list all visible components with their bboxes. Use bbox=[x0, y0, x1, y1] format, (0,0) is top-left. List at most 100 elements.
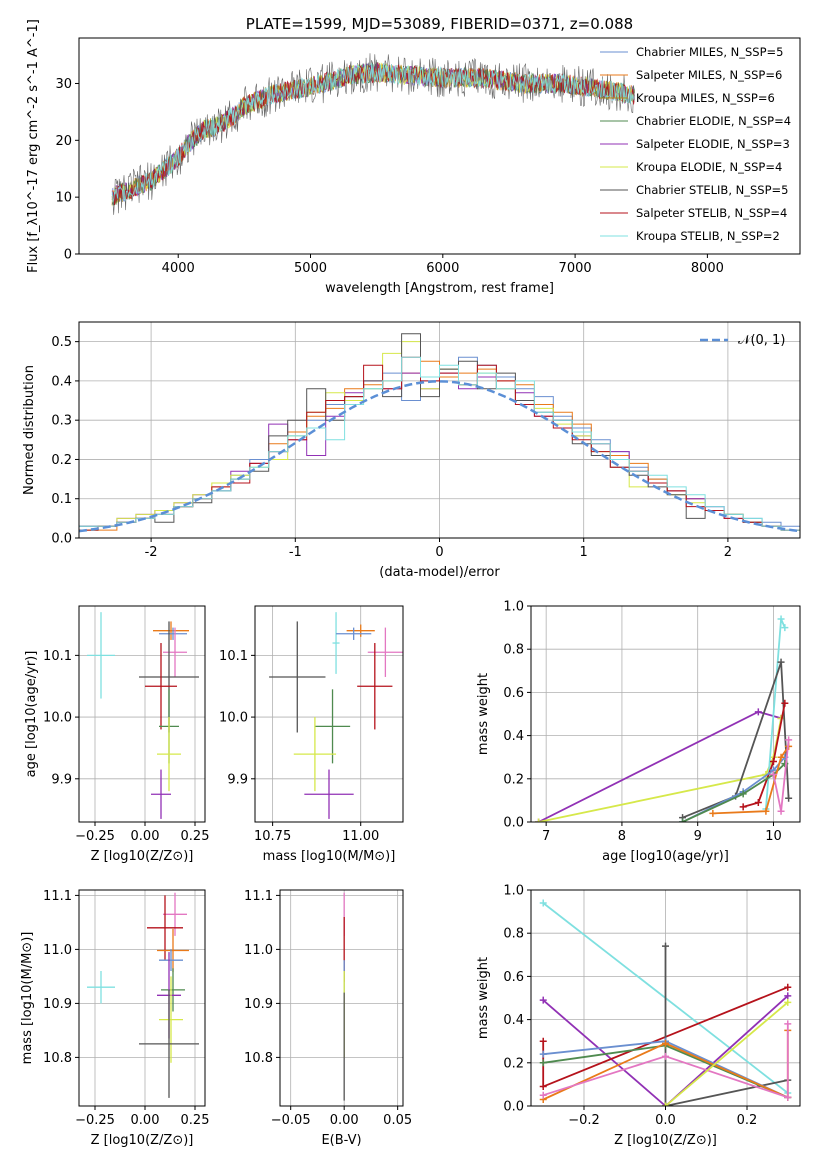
x-tick-label: 0.00 bbox=[131, 1113, 160, 1128]
y-tick-label: 0.4 bbox=[503, 729, 524, 744]
weight-series-line bbox=[542, 995, 789, 1106]
weight-marker bbox=[662, 942, 669, 950]
y-tick-label: 10.1 bbox=[219, 649, 248, 664]
x-tick-label: 2 bbox=[724, 545, 732, 560]
x-tick-label: 8000 bbox=[691, 261, 724, 276]
weight-marker bbox=[539, 996, 547, 1004]
y-tick-label: 11.1 bbox=[244, 889, 273, 904]
weight-marker bbox=[539, 1037, 547, 1045]
x-tick-label: −0.25 bbox=[75, 1113, 115, 1128]
weight-marker bbox=[539, 1050, 547, 1058]
y-tick-label: 0.4 bbox=[51, 374, 72, 389]
legend-label: Kroupa STELIB, N_SSP=2 bbox=[636, 229, 780, 243]
weight-marker bbox=[739, 803, 747, 811]
weight-marker bbox=[777, 658, 785, 666]
x-tick-label: 5000 bbox=[294, 261, 327, 276]
x-tick-label: 0.25 bbox=[181, 829, 210, 844]
y-tick-label: 1.0 bbox=[503, 884, 524, 899]
x-tick-label: 10.75 bbox=[254, 829, 291, 844]
legend-label: Chabrier ELODIE, N_SSP=4 bbox=[636, 114, 791, 128]
y-tick-label: 10.9 bbox=[43, 997, 72, 1012]
y-axis-label: age [log10(age/yr)] bbox=[24, 651, 39, 778]
axes-frame bbox=[78, 889, 206, 1107]
axes-frame bbox=[530, 605, 801, 823]
x-tick-label: 1 bbox=[580, 545, 588, 560]
x-axis-label: (data-model)/error bbox=[379, 565, 500, 580]
y-tick-label: 0.2 bbox=[503, 772, 524, 787]
x-tick-label: 0.00 bbox=[330, 1113, 359, 1128]
y-tick-label: 0.3 bbox=[51, 414, 72, 429]
weight-marker bbox=[662, 1052, 669, 1060]
mass-vs-Z-plot-area bbox=[87, 892, 199, 1098]
legend-label: Chabrier STELIB, N_SSP=5 bbox=[636, 183, 788, 197]
weight-marker bbox=[739, 790, 747, 798]
weight-marker bbox=[784, 992, 792, 1000]
mass-vs-ebv-panel: −0.05 0.00 0.05 10.8 10.9 11.0 11.1 E(B-V) bbox=[244, 889, 412, 1148]
y-tick-label: 9.9 bbox=[227, 772, 248, 787]
y-tick-label: 0.0 bbox=[51, 532, 72, 547]
axes-frame bbox=[279, 889, 404, 1107]
x-axis-label: Z [log10(Z/Z⊙)] bbox=[614, 1133, 717, 1148]
x-tick-label: 0 bbox=[435, 545, 443, 560]
weight-marker bbox=[777, 615, 785, 623]
weight-vs-age-panel: 7 8 9 10 0.0 0.2 0.4 0.6 0.8 1.0 age [log10(age/yr… bbox=[476, 600, 801, 864]
y-tick-label: 0.2 bbox=[503, 1056, 524, 1071]
axes-frame bbox=[78, 37, 801, 255]
weight-marker bbox=[777, 753, 785, 761]
chart-title: PLATE=1599, MJD=53089, FIBERID=0371, z=0… bbox=[246, 15, 633, 33]
weight-marker bbox=[769, 770, 777, 778]
x-tick-label: −0.2 bbox=[568, 1113, 600, 1128]
y-tick-label: 10.0 bbox=[43, 711, 72, 726]
x-tick-label: 0.0 bbox=[655, 1113, 676, 1128]
y-tick-label: 0.2 bbox=[51, 453, 72, 468]
age-vs-Z-panel: −0.25 0.00 0.25 9.9 10.0 10.1 Z [log10(Z/Z⊙)] a… bbox=[24, 605, 210, 864]
weight-vs-age-plot-area bbox=[535, 615, 793, 822]
spectrum-series-line bbox=[111, 62, 635, 203]
weight-marker bbox=[539, 1083, 547, 1091]
x-axis-label: E(B-V) bbox=[321, 1133, 361, 1148]
weight-marker bbox=[679, 818, 687, 822]
y-tick-label: 9.9 bbox=[51, 772, 72, 787]
weight-marker bbox=[762, 807, 770, 815]
legend-label: Salpeter MILES, N_SSP=6 bbox=[636, 68, 782, 82]
weight-marker bbox=[662, 1102, 669, 1106]
x-axis-label: mass [log10(M/M⊙)] bbox=[263, 849, 396, 864]
weight-marker bbox=[784, 1093, 792, 1101]
legend-label: 𝒩(0, 1) bbox=[738, 333, 785, 348]
histogram-series bbox=[79, 333, 800, 538]
weight-series-line bbox=[682, 661, 790, 819]
y-tick-label: 30 bbox=[55, 77, 72, 92]
spectrum-plot-area bbox=[111, 53, 635, 215]
y-tick-label: 0.0 bbox=[503, 1100, 524, 1115]
x-axis-label: Z [log10(Z/Z⊙)] bbox=[91, 1133, 194, 1148]
age-vs-mass-panel: 10.75 11.00 9.9 10.0 10.1 mass [log10(M/M⊙)] bbox=[219, 605, 404, 864]
y-tick-label: 11.0 bbox=[244, 943, 273, 958]
y-tick-label: 10.9 bbox=[244, 997, 273, 1012]
weight-series-line bbox=[712, 745, 790, 815]
y-tick-label: 0.6 bbox=[503, 686, 524, 701]
x-tick-label: 6000 bbox=[426, 261, 459, 276]
weight-marker bbox=[539, 899, 547, 907]
weight-series-line bbox=[682, 763, 786, 822]
y-tick-label: 0.5 bbox=[51, 335, 72, 350]
spectrum-series-line bbox=[111, 53, 635, 215]
x-axis-label: wavelength [Angstrom, rest frame] bbox=[325, 281, 554, 296]
y-tick-label: 20 bbox=[55, 134, 72, 149]
x-tick-label: 4000 bbox=[162, 261, 195, 276]
legend-label: Kroupa MILES, N_SSP=6 bbox=[636, 91, 775, 105]
residuals-plot-area bbox=[79, 333, 800, 538]
age-vs-Z-plot-area bbox=[87, 612, 199, 819]
weight-marker bbox=[777, 807, 785, 815]
x-tick-label: 0.00 bbox=[131, 829, 160, 844]
y-axis-label: mass [log10(M/M⊙)] bbox=[20, 932, 35, 1065]
x-axis-label: age [log10(age/yr)] bbox=[602, 849, 729, 864]
weight-series-line bbox=[664, 946, 788, 1106]
x-tick-label: 7 bbox=[542, 829, 550, 844]
weight-series-line bbox=[664, 1001, 789, 1106]
axes-frame bbox=[254, 605, 404, 823]
weight-marker bbox=[781, 624, 789, 632]
x-tick-label: 10 bbox=[765, 829, 782, 844]
weight-marker bbox=[781, 699, 789, 707]
x-tick-label: −0.05 bbox=[271, 1113, 311, 1128]
